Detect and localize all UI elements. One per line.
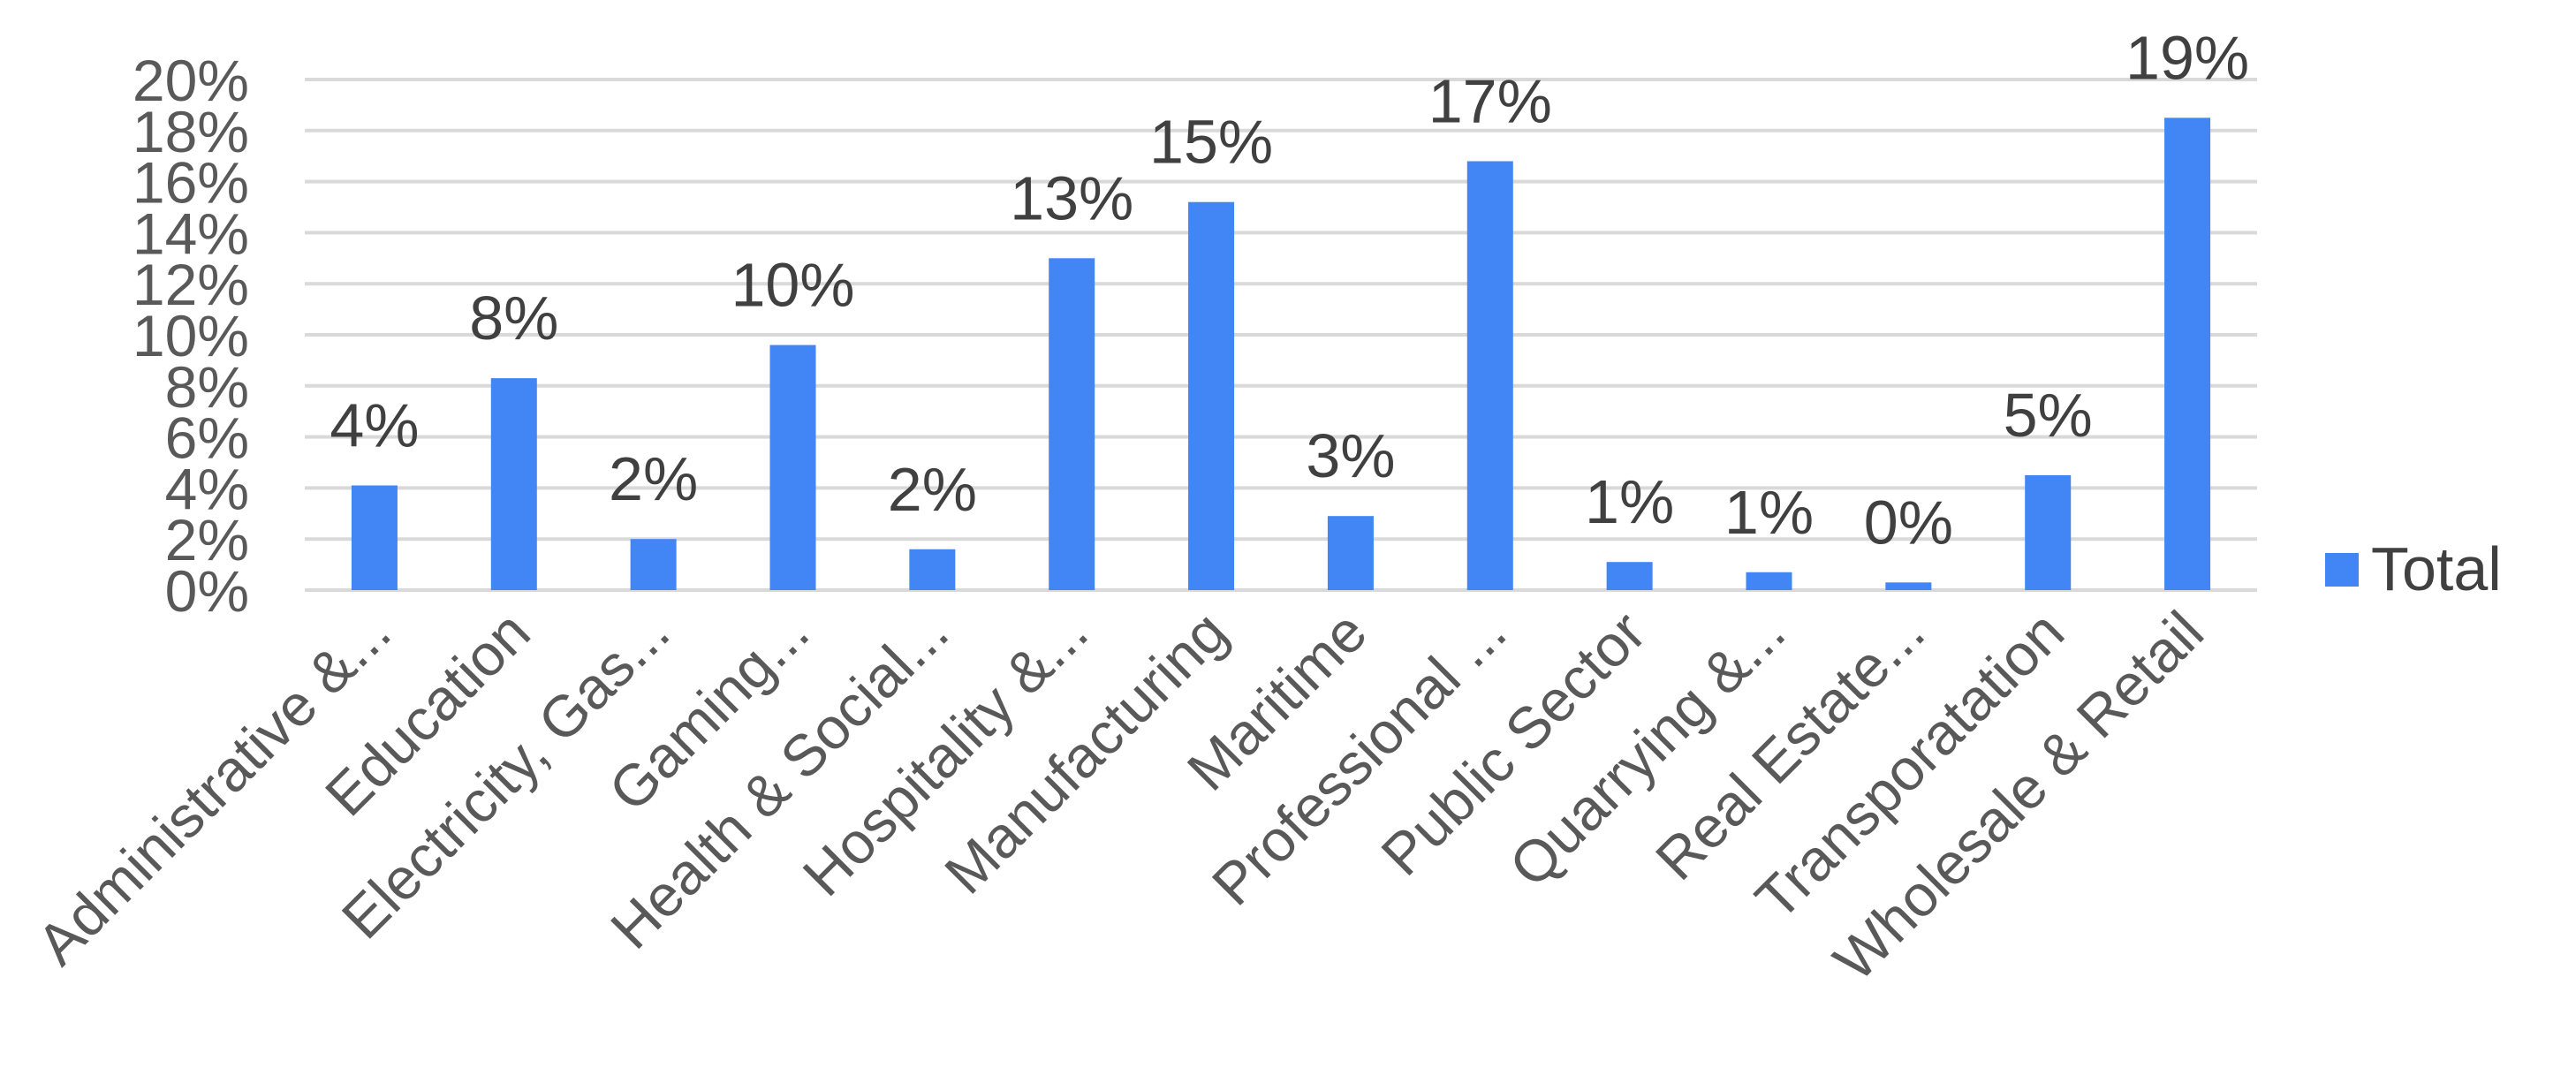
data-label: 8% — [469, 284, 558, 352]
bar — [1188, 201, 1235, 590]
data-label: 3% — [1306, 421, 1395, 490]
bar — [1466, 161, 1513, 591]
y-tick-label: 20% — [133, 48, 249, 113]
y-tick-label: 12% — [133, 252, 249, 317]
bar — [909, 549, 956, 590]
data-label: 10% — [731, 251, 854, 320]
legend-swatch-total — [2325, 553, 2359, 587]
y-tick-label: 18% — [133, 99, 249, 164]
bar — [490, 378, 537, 590]
data-label: 0% — [1864, 488, 1953, 557]
y-tick-label: 0% — [165, 558, 249, 624]
data-label: 1% — [1585, 467, 1674, 536]
bar — [630, 539, 677, 590]
data-label: 5% — [2004, 381, 2093, 450]
data-label: 19% — [2125, 23, 2249, 92]
bar — [1049, 258, 1095, 590]
bar — [1327, 516, 1374, 590]
data-label: 4% — [330, 391, 419, 460]
y-tick-label: 8% — [165, 354, 249, 420]
y-tick-label: 6% — [165, 405, 249, 471]
y-tick-label: 10% — [133, 303, 249, 368]
data-label: 1% — [1724, 478, 1814, 547]
y-tick-label: 14% — [133, 201, 249, 266]
bar — [351, 485, 398, 590]
bar — [769, 345, 816, 590]
data-label: 2% — [888, 455, 977, 524]
y-tick-label: 4% — [165, 456, 249, 521]
y-tick-label: 2% — [165, 507, 249, 572]
data-label: 2% — [609, 444, 698, 513]
bar — [1606, 562, 1653, 590]
y-axis-tick-labels: 0%2%4%6%8%10%12%14%16%18%20% — [133, 48, 249, 624]
bar — [1746, 572, 1792, 590]
bar — [2025, 474, 2072, 590]
gridlines — [305, 78, 2257, 592]
x-axis-category-labels: Administrative &...EducationElectricity,… — [24, 599, 2216, 994]
bar — [1885, 582, 1932, 590]
bar — [2164, 117, 2211, 591]
data-label: 15% — [1149, 108, 1273, 177]
legend-label-total: Total — [2371, 534, 2502, 603]
legend: Total — [2325, 534, 2502, 603]
data-label: 17% — [1428, 66, 1552, 135]
data-labels: 4% 8% 2% 10% 2% 13%15% 3% 17% 1% 1% 0% 5% 19% — [330, 23, 2249, 557]
bars — [351, 117, 2211, 591]
data-label: 13% — [1010, 163, 1133, 232]
y-tick-label: 16% — [133, 150, 249, 216]
